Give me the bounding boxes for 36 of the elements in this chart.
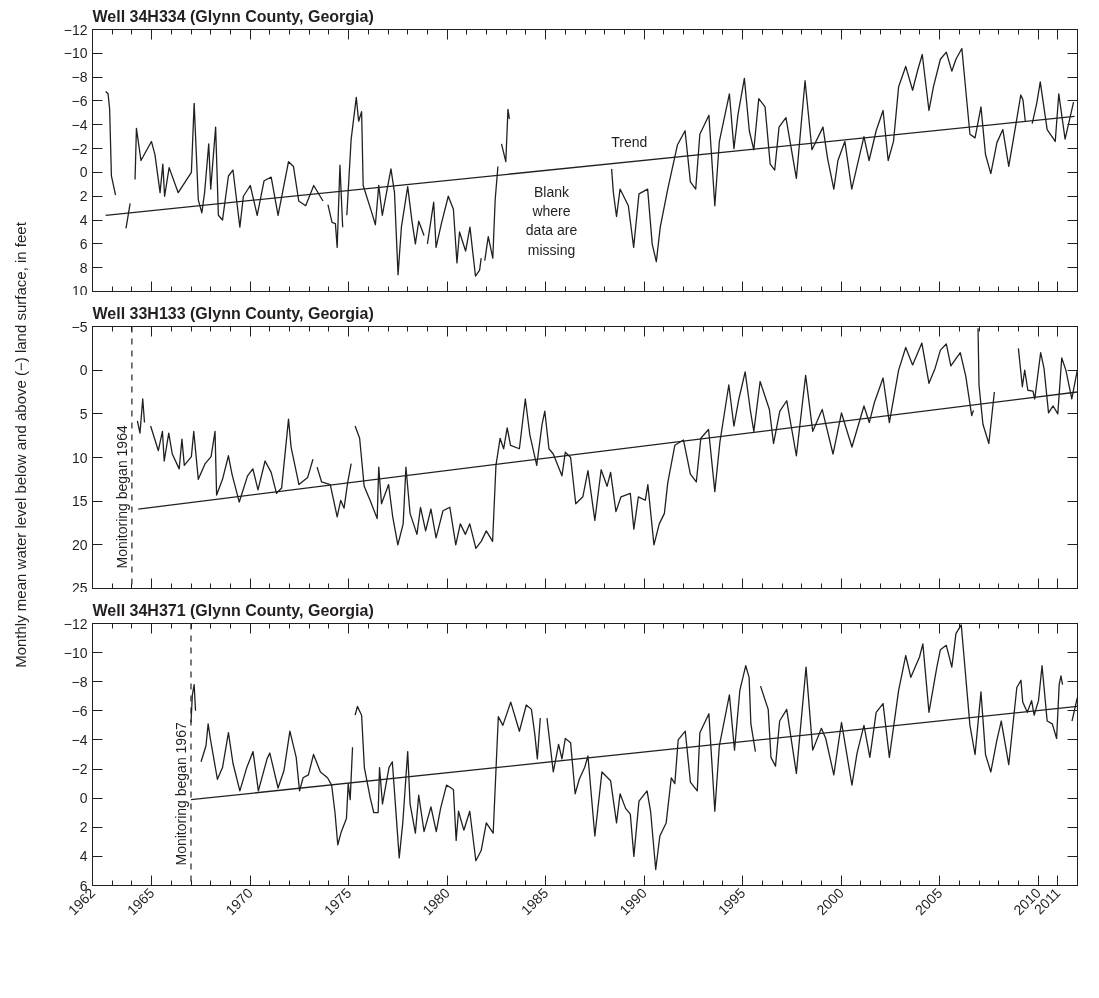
y-tick-label: 4	[79, 848, 88, 865]
y-tick-label: 25	[71, 579, 88, 596]
y-tick-label: 5	[79, 405, 88, 422]
y-tick-label: −6	[71, 702, 88, 719]
y-tick-label: −5	[71, 318, 88, 335]
y-tick-label: 10	[71, 282, 88, 299]
y-tick-label: 4	[79, 212, 88, 229]
y-tick-label: 0	[79, 790, 88, 807]
ref-line-label: Monitoring began 1964	[113, 425, 130, 569]
y-tick-label: −4	[71, 116, 88, 133]
y-tick-label: −2	[71, 140, 88, 157]
y-tick-label: 8	[79, 259, 88, 276]
y-axis-title: Monthly mean water level below and above (−) land surface, in feet	[11, 222, 31, 668]
y-tick-label: −10	[63, 644, 88, 661]
annotation: Trend	[611, 134, 648, 151]
y-tick-label: 2	[79, 819, 88, 836]
y-tick-label: −8	[71, 69, 88, 86]
y-tick-label: 2	[79, 188, 88, 205]
y-tick-label: −6	[71, 92, 88, 109]
y-tick-label: 0	[79, 362, 88, 379]
chart-title: Well 34H334 (Glynn County, Georgia)	[92, 7, 374, 25]
ref-line-label: Monitoring began 1967	[173, 722, 189, 866]
y-tick-label: −12	[63, 615, 88, 632]
y-tick-label: −4	[71, 731, 88, 748]
y-tick-label: 0	[79, 164, 88, 181]
y-tick-label: 15	[71, 493, 88, 510]
annotation: Blank where data are missing	[525, 183, 578, 258]
y-tick-label: 20	[71, 536, 88, 553]
y-tick-label: −12	[63, 21, 88, 38]
chart-title: Well 33H133 (Glynn County, Georgia)	[92, 304, 374, 322]
chart-title: Well 34H371 (Glynn County, Georgia)	[92, 601, 374, 619]
y-tick-label: −2	[71, 761, 88, 778]
y-tick-label: −10	[63, 45, 88, 62]
y-tick-label: −8	[71, 673, 88, 690]
y-tick-label: 10	[71, 449, 88, 466]
y-tick-label: 6	[79, 235, 88, 252]
